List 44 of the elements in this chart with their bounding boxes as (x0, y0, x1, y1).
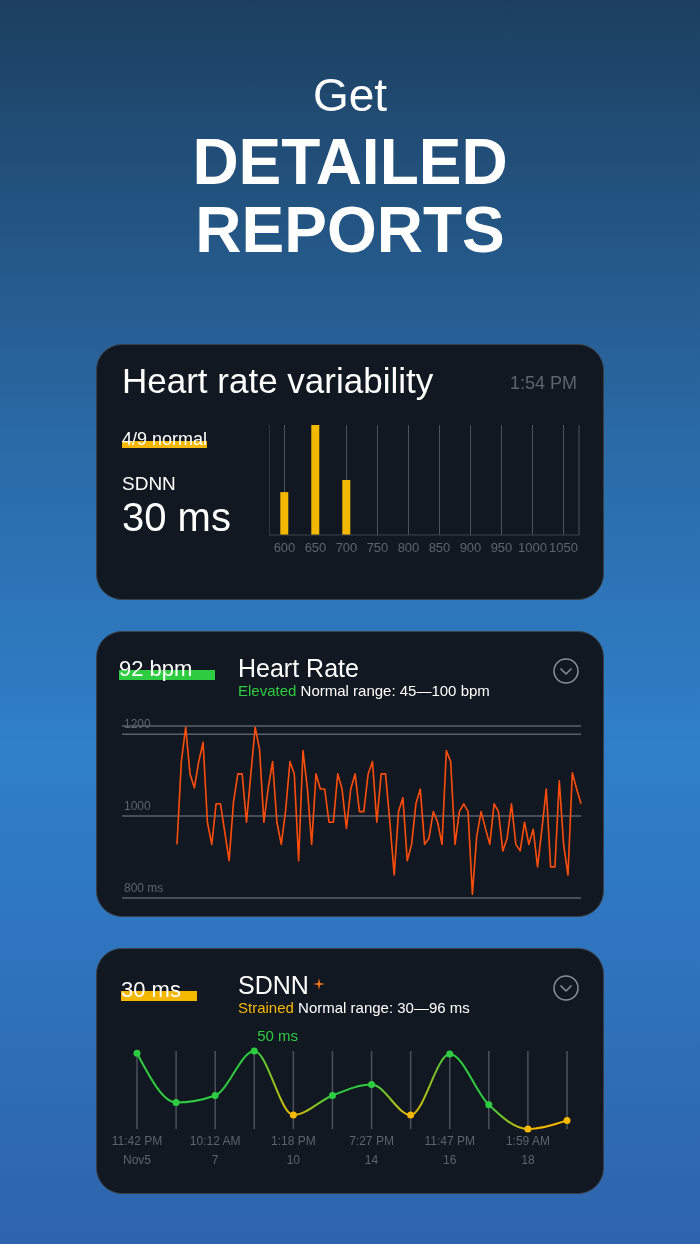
point (563, 1116, 571, 1124)
point (407, 1111, 415, 1119)
x-tick-label: 900 (459, 540, 482, 556)
text: DETAILED REPORTS (191, 126, 509, 266)
point (524, 1125, 532, 1133)
text: Get (311, 68, 389, 122)
x-tick-label: 11:47 PM 16 (424, 1134, 475, 1167)
point (446, 1050, 454, 1058)
point (172, 1098, 180, 1106)
x-tick-label: 1:59 AM 18 (505, 1134, 550, 1167)
y-tick-label: 1200 (124, 717, 152, 732)
point (133, 1049, 141, 1057)
x-tick-label: 800 (397, 540, 420, 556)
point (485, 1101, 493, 1109)
point (368, 1081, 376, 1089)
y-tick-label: 1000 (124, 799, 152, 814)
point (328, 1091, 336, 1099)
chart-title: SDNN (238, 971, 310, 1000)
chart-title: Heart Rate (238, 654, 359, 683)
x-tick-label: 1050 (549, 540, 578, 556)
x-tick-label: 950 (490, 540, 513, 556)
point (211, 1091, 219, 1099)
text: Elevated (238, 682, 297, 699)
point (289, 1111, 297, 1119)
x-tick-label: 7:27 PM 14 (349, 1134, 394, 1167)
text: 30 ms (122, 495, 231, 540)
y-tick-label: 800 ms (124, 881, 164, 895)
chart-subtitle: 1:54 PM (509, 373, 577, 394)
text: SDNN (122, 473, 176, 495)
x-tick-label: 650 (304, 540, 327, 556)
x-tick-label: 600 (273, 540, 296, 556)
point (250, 1047, 258, 1055)
text: 50 ms (257, 1027, 299, 1044)
x-tick-label: 850 (428, 540, 451, 556)
chart-title: Heart rate variability (122, 361, 434, 401)
x-tick-label: 11:42 PM Nov5 (111, 1134, 163, 1167)
x-tick-label: 750 (366, 540, 389, 556)
x-tick-label: 10:12 AM 7 (189, 1134, 241, 1167)
x-tick-label: 700 (335, 540, 358, 556)
text: Strained (238, 999, 294, 1016)
x-tick-label: 1:18 PM 10 (271, 1134, 316, 1167)
text: Normal range: 30—96 ms (298, 999, 470, 1016)
text: Normal range: 45—100 bpm (300, 682, 490, 699)
x-tick-label: 1000 (518, 540, 547, 556)
